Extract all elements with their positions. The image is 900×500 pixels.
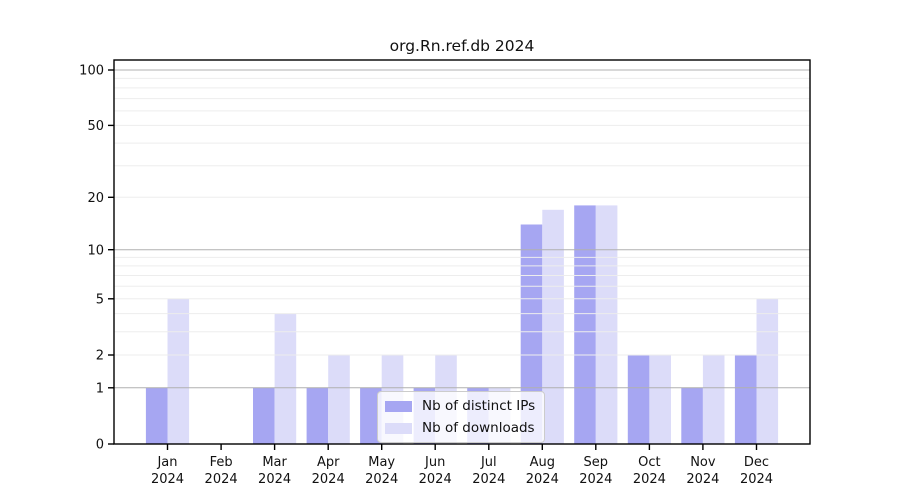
legend-label-distinct-ips: Nb of distinct IPs: [422, 397, 536, 414]
x-tick-label-jan: Jan: [156, 455, 177, 470]
y-tick-label-20: 20: [87, 191, 104, 206]
legend-swatch-downloads: [385, 422, 412, 434]
x-tick-label-feb-year: 2024: [205, 472, 238, 487]
y-tick-label-0: 0: [96, 438, 104, 453]
bar-apr-series0: [306, 387, 329, 444]
x-tick-label-apr-year: 2024: [312, 472, 345, 487]
bar-may-series0: [360, 387, 382, 444]
x-tick-label-may-year: 2024: [365, 472, 398, 487]
legend-label-downloads: Nb of downloads: [422, 419, 535, 436]
y-tick-label-2: 2: [96, 349, 104, 364]
legend-item-downloads: Nb of downloads: [385, 418, 535, 438]
x-tick-label-oct: Oct: [638, 455, 660, 470]
bar-jan-series0: [145, 387, 168, 444]
x-tick-label-nov: Nov: [690, 455, 716, 470]
bar-mar-series1: [274, 313, 297, 444]
bar-aug-series1: [542, 209, 564, 444]
x-tick-label-apr: Apr: [317, 455, 340, 470]
bar-dec-series1: [756, 298, 779, 444]
x-tick-label-jun: Jun: [424, 455, 445, 470]
y-tick-label-5: 5: [96, 292, 104, 307]
x-tick-label-dec: Dec: [744, 455, 769, 470]
bar-mar-series0: [253, 387, 275, 444]
y-tick-label-100: 100: [79, 64, 104, 79]
bar-oct-series0: [627, 355, 650, 444]
x-tick-label-feb: Feb: [210, 455, 233, 470]
x-tick-label-jul: Jul: [480, 455, 497, 470]
y-tick-label-10: 10: [87, 243, 104, 258]
bar-aug-series0: [520, 224, 543, 444]
x-tick-label-jun-year: 2024: [419, 472, 452, 487]
bar-nov-series0: [681, 387, 703, 444]
legend-swatch-distinct-ips: [385, 400, 412, 412]
bar-sep-series0: [574, 205, 596, 444]
plot-border: [113, 59, 811, 445]
chart-title: org.Rn.ref.db 2024: [390, 37, 535, 55]
axes-layer: 0 1 2 5 10 20 50 100 Jan 2024 Feb 2024 Mar 2024 Apr 202…: [79, 59, 811, 487]
x-tick-label-nov-year: 2024: [686, 472, 719, 487]
bar-nov-series1: [702, 355, 725, 444]
y-tick-label-50: 50: [87, 119, 104, 134]
x-tick-label-jan-year: 2024: [151, 472, 184, 487]
x-tick-label-sep-year: 2024: [579, 472, 612, 487]
x-tick-label-jul-year: 2024: [472, 472, 505, 487]
x-tick-label-oct-year: 2024: [633, 472, 666, 487]
x-tick-label-mar-year: 2024: [258, 472, 291, 487]
bar-jan-series1: [167, 298, 190, 444]
x-tick-label-aug: Aug: [530, 455, 555, 470]
bar-sep-series1: [595, 205, 618, 444]
grid-layer: [114, 69, 810, 389]
y-tick-label-1: 1: [96, 381, 104, 396]
legend: Nb of distinct IPs Nb of downloads: [377, 391, 546, 443]
x-tick-label-mar: Mar: [262, 455, 287, 470]
x-tick-label-dec-year: 2024: [740, 472, 773, 487]
bars-layer: [145, 205, 779, 444]
x-tick-label-aug-year: 2024: [526, 472, 559, 487]
bar-oct-series1: [649, 355, 671, 444]
bar-dec-series0: [734, 355, 757, 444]
bar-apr-series1: [328, 355, 350, 444]
legend-item-distinct-ips: Nb of distinct IPs: [385, 396, 535, 416]
x-tick-label-sep: Sep: [584, 455, 609, 470]
x-tick-label-may: May: [368, 455, 395, 470]
